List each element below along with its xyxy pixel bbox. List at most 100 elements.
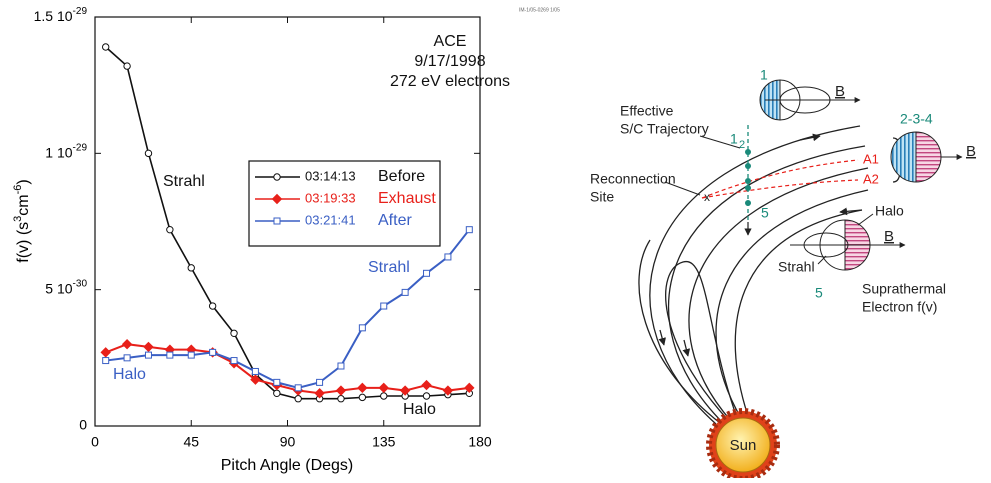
marker — [316, 378, 324, 386]
marker — [335, 385, 347, 396]
leader — [857, 213, 874, 226]
strahl-label: Strahl — [778, 259, 815, 275]
glyph-1: 1 B — [759, 67, 861, 121]
annotation: 272 eV electrons — [390, 73, 510, 90]
marker — [121, 338, 133, 350]
marker — [358, 324, 366, 332]
marker — [401, 288, 409, 296]
marker — [166, 351, 174, 359]
x-tick-label: 180 — [468, 434, 492, 450]
legend-note: Before — [378, 168, 425, 185]
dist-label: Electron f(v) — [862, 299, 937, 315]
marker — [357, 382, 368, 394]
marker — [123, 62, 131, 70]
line-a2 — [701, 179, 859, 199]
y-label-part: 3 — [12, 216, 24, 222]
glyph-5: B Halo Strahl 5 Suprathermal Electron f(… — [778, 203, 946, 315]
annotation: ACE — [434, 33, 467, 50]
x-axis-label: Pitch Angle (Degs) — [221, 457, 354, 474]
marker — [273, 389, 281, 397]
marker — [464, 382, 475, 394]
legend-label: 03:19:33 — [305, 190, 356, 205]
marker — [187, 264, 195, 272]
annotation: Halo — [403, 401, 436, 418]
marker — [250, 374, 261, 385]
legend-label: 03:14:13 — [305, 168, 356, 183]
chart: Pitch Angle (Degs) f(v) (s3cm-6) 03:14:1… — [12, 6, 510, 475]
trajectory-label: Effective — [620, 103, 674, 119]
point-label: 2 — [739, 139, 745, 151]
field-line — [667, 145, 866, 425]
y-label-part: -6 — [12, 185, 24, 195]
marker — [101, 43, 110, 51]
legend-note: Exhaust — [378, 190, 436, 207]
marker — [100, 347, 111, 358]
marker — [230, 357, 238, 365]
leader — [817, 255, 827, 265]
legend-marker — [271, 193, 283, 205]
marker — [273, 378, 281, 386]
y-label-part: ) — [15, 179, 32, 184]
line-label: A2 — [863, 171, 879, 186]
legend-box — [248, 160, 441, 247]
y-tick-label: 5 10-30 — [45, 278, 87, 296]
y-tick-label: 0 — [79, 417, 87, 433]
glyph-label: 1 — [760, 67, 768, 83]
annotation: Halo — [113, 366, 146, 383]
trajectory-label: S/C Trajectory — [620, 121, 709, 137]
leader — [699, 135, 741, 149]
spacecraft-points — [745, 149, 751, 206]
field-label: B — [884, 228, 894, 245]
sun-disk — [715, 417, 771, 473]
marker — [422, 392, 431, 400]
x-tick-label: 0 — [91, 434, 99, 450]
marker — [187, 351, 195, 359]
marker — [465, 226, 473, 234]
marker — [421, 379, 432, 391]
arrow — [658, 329, 666, 346]
marker — [144, 149, 153, 158]
marker — [230, 329, 238, 337]
marker — [294, 384, 302, 392]
marker — [314, 388, 325, 399]
marker — [337, 395, 345, 403]
point-label: 1 — [730, 131, 738, 147]
marker — [143, 341, 154, 353]
marker — [442, 385, 454, 396]
sun: Sun — [706, 408, 780, 482]
legend-marker — [273, 217, 281, 225]
field-line — [649, 125, 861, 425]
marker — [102, 357, 110, 365]
y-tick-label: 1 10-29 — [45, 142, 87, 160]
marker — [337, 362, 345, 370]
marker — [209, 348, 217, 356]
legend: 03:14:13 Before 03:19:33 Exhaust 03:21:41 Aft… — [248, 160, 441, 247]
annotation: Strahl — [163, 173, 205, 190]
line-label: A1 — [863, 151, 879, 166]
legend-label: 03:21:41 — [305, 212, 356, 227]
arrow — [799, 133, 821, 142]
field-loop — [665, 261, 738, 421]
y-axis-label: f(v) (s3cm-6) — [12, 179, 32, 262]
reconnection-lines — [701, 159, 859, 199]
y-label-part: cm — [15, 194, 32, 215]
field-line — [715, 189, 869, 419]
site-label: Reconnection — [590, 171, 676, 187]
field-label: B — [966, 143, 976, 160]
marker — [380, 302, 388, 310]
field-lines — [638, 125, 869, 425]
marker — [166, 225, 174, 234]
point — [745, 149, 751, 155]
arrow — [682, 339, 691, 357]
marker — [399, 385, 411, 396]
leader — [664, 181, 701, 196]
glyph-label: 5 — [815, 285, 823, 301]
marker — [144, 351, 152, 359]
arrow — [839, 207, 863, 216]
point — [745, 178, 751, 184]
legend-marker — [273, 173, 281, 181]
point — [745, 185, 751, 191]
point — [745, 200, 751, 206]
marker — [294, 395, 302, 403]
